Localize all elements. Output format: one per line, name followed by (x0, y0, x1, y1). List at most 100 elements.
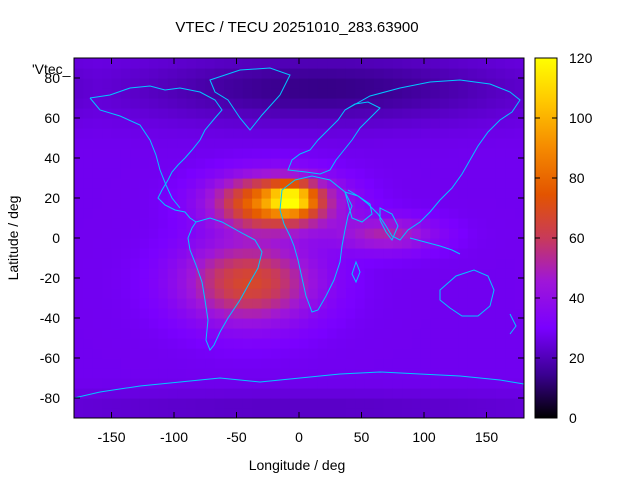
heatmap-cell (261, 308, 272, 319)
heatmap-cell (74, 298, 84, 309)
heatmap-cell (233, 178, 244, 189)
heatmap-cell (280, 408, 291, 418)
heatmap-cell (158, 98, 169, 109)
heatmap-cell (149, 128, 159, 139)
heatmap-cell (336, 278, 347, 289)
heatmap-cell (92, 128, 103, 139)
heatmap-cell (477, 278, 488, 289)
heatmap-cell (158, 178, 169, 189)
heatmap-cell (252, 58, 263, 69)
heatmap-cell (430, 98, 441, 109)
heatmap-cell (449, 188, 459, 199)
heatmap-cell (458, 118, 469, 129)
heatmap-cell (308, 128, 319, 139)
heatmap-cell (486, 208, 497, 219)
heatmap-cell (102, 228, 113, 239)
heatmap-cell (430, 218, 441, 229)
colorbar-tick-label: 120 (569, 50, 593, 66)
heatmap-cell (92, 148, 103, 159)
heatmap-cell (449, 368, 459, 379)
heatmap-cell (111, 268, 122, 279)
heatmap-cell (299, 128, 309, 139)
heatmap-cell (167, 368, 178, 379)
heatmap-cell (186, 258, 197, 269)
heatmap-cell (336, 258, 347, 269)
heatmap-cell (158, 278, 169, 289)
heatmap-cell (402, 358, 413, 369)
heatmap-cell (186, 328, 197, 339)
heatmap-cell (383, 348, 394, 359)
heatmap-cell (345, 138, 356, 149)
heatmap-cell (261, 128, 272, 139)
heatmap-cell (149, 368, 159, 379)
heatmap-cell (383, 168, 394, 179)
heatmap-cell (92, 308, 103, 319)
heatmap-cell (467, 238, 478, 249)
heatmap-cell (149, 68, 159, 79)
heatmap-cell (449, 108, 459, 119)
heatmap-cell (411, 148, 422, 159)
heatmap-cell (130, 128, 141, 139)
heatmap-cell (505, 78, 516, 89)
heatmap-cell (224, 138, 234, 149)
heatmap-cell (449, 278, 459, 289)
heatmap-cell (355, 348, 366, 359)
heatmap-cell (374, 338, 384, 349)
heatmap-cell (270, 138, 281, 149)
heatmap-cell (74, 128, 84, 139)
heatmap-cell (402, 168, 413, 179)
heatmap-cell (411, 268, 422, 279)
heatmap-cell (514, 328, 524, 339)
heatmap-cell (449, 258, 459, 269)
heatmap-cell (514, 98, 524, 109)
heatmap-cell (439, 388, 450, 399)
heatmap-cell (139, 368, 150, 379)
heatmap-cell (439, 188, 450, 199)
heatmap-cell (74, 68, 84, 79)
heatmap-cell (317, 278, 328, 289)
heatmap-cell (177, 178, 188, 189)
heatmap-cell (327, 298, 338, 309)
heatmap-cell (205, 278, 216, 289)
heatmap-cell (439, 338, 450, 349)
heatmap-cell (374, 278, 384, 289)
heatmap-cell (120, 88, 131, 99)
heatmap-cell (420, 88, 431, 99)
heatmap-cell (486, 238, 497, 249)
heatmap-cell (139, 268, 150, 279)
heatmap-cell (467, 398, 478, 409)
heatmap-cell (402, 98, 413, 109)
heatmap-cell (74, 98, 84, 109)
heatmap-cell (514, 348, 524, 359)
heatmap-cell (261, 258, 272, 269)
heatmap-cell (289, 248, 300, 259)
heatmap-cell (458, 338, 469, 349)
y-tick-label: -40 (40, 310, 60, 326)
heatmap-cell (280, 88, 291, 99)
heatmap-cell (364, 318, 375, 329)
heatmap-cell (383, 188, 394, 199)
heatmap-cell (327, 388, 338, 399)
heatmap-cell (130, 388, 141, 399)
heatmap-cell (458, 208, 469, 219)
heatmap-cell (336, 318, 347, 329)
heatmap-cell (458, 288, 469, 299)
heatmap-cell (139, 168, 150, 179)
heatmap-cell (477, 208, 488, 219)
heatmap-cell (495, 98, 506, 109)
heatmap-cell (420, 228, 431, 239)
heatmap-cell (186, 178, 197, 189)
heatmap-cell (355, 58, 366, 69)
heatmap-cell (92, 248, 103, 259)
heatmap-cell (167, 278, 178, 289)
heatmap-cell (92, 398, 103, 409)
heatmap-cell (327, 188, 338, 199)
heatmap-cell (317, 108, 328, 119)
heatmap-cell (411, 258, 422, 269)
heatmap-cell (111, 238, 122, 249)
heatmap-cell (392, 148, 403, 159)
heatmap-cell (270, 178, 281, 189)
heatmap-cell (411, 178, 422, 189)
heatmap-cell (467, 58, 478, 69)
